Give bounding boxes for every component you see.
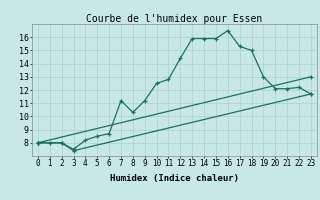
Title: Courbe de l'humidex pour Essen: Courbe de l'humidex pour Essen <box>86 14 262 24</box>
X-axis label: Humidex (Indice chaleur): Humidex (Indice chaleur) <box>110 174 239 183</box>
